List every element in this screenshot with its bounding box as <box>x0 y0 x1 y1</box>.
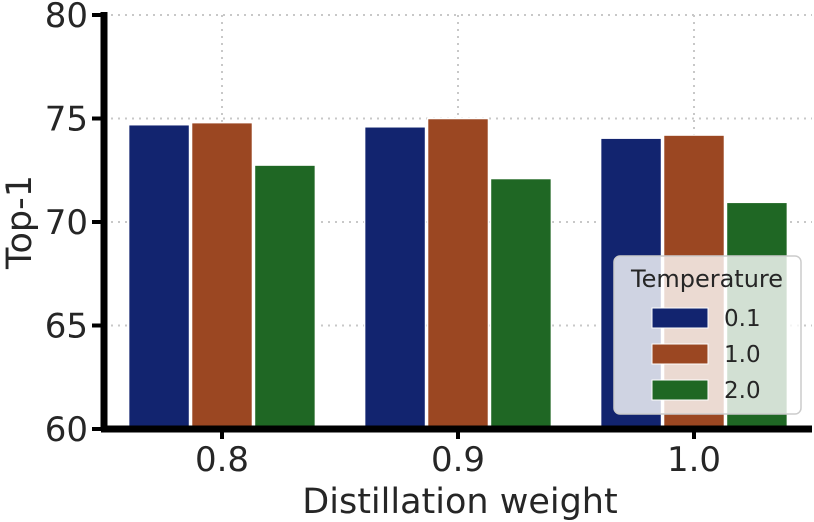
y-axis-title: Top-1 <box>0 175 40 270</box>
legend-label: 1.0 <box>724 342 761 368</box>
legend-title: Temperature <box>630 265 783 293</box>
y-tick-label: 65 <box>45 307 88 347</box>
x-tick-label: 0.9 <box>431 440 485 480</box>
bar-0.8-temp-0.1 <box>127 123 191 430</box>
legend-swatch-2.0 <box>651 379 709 401</box>
bar-0.8-temp-1.0 <box>190 121 254 430</box>
y-tick-label: 80 <box>45 0 88 36</box>
bar-0.8-temp-2.0 <box>253 164 317 430</box>
y-tick-label: 70 <box>45 203 88 243</box>
x-ticks: 0.8 0.9 1.0 <box>195 429 721 480</box>
legend-swatch-1.0 <box>651 343 709 365</box>
bar-0.9-temp-1.0 <box>426 117 490 430</box>
legend-label: 2.0 <box>724 378 761 404</box>
bar-0.9-temp-0.1 <box>363 126 427 430</box>
y-tick-label: 75 <box>45 100 88 140</box>
y-tick-label: 60 <box>45 410 88 450</box>
bar-0.9-temp-2.0 <box>489 177 553 430</box>
legend-swatch-0.1 <box>651 307 709 329</box>
legend: Temperature 0.1 1.0 2.0 <box>613 255 802 415</box>
x-axis-title: Distillation weight <box>302 482 617 522</box>
legend-label: 0.1 <box>724 306 761 332</box>
legend-box <box>613 255 802 415</box>
y-ticks: 60 65 70 75 80 <box>45 0 104 450</box>
x-tick-label: 1.0 <box>667 440 721 480</box>
x-tick-label: 0.8 <box>195 440 249 480</box>
legend-items: 0.1 1.0 2.0 <box>651 306 761 404</box>
